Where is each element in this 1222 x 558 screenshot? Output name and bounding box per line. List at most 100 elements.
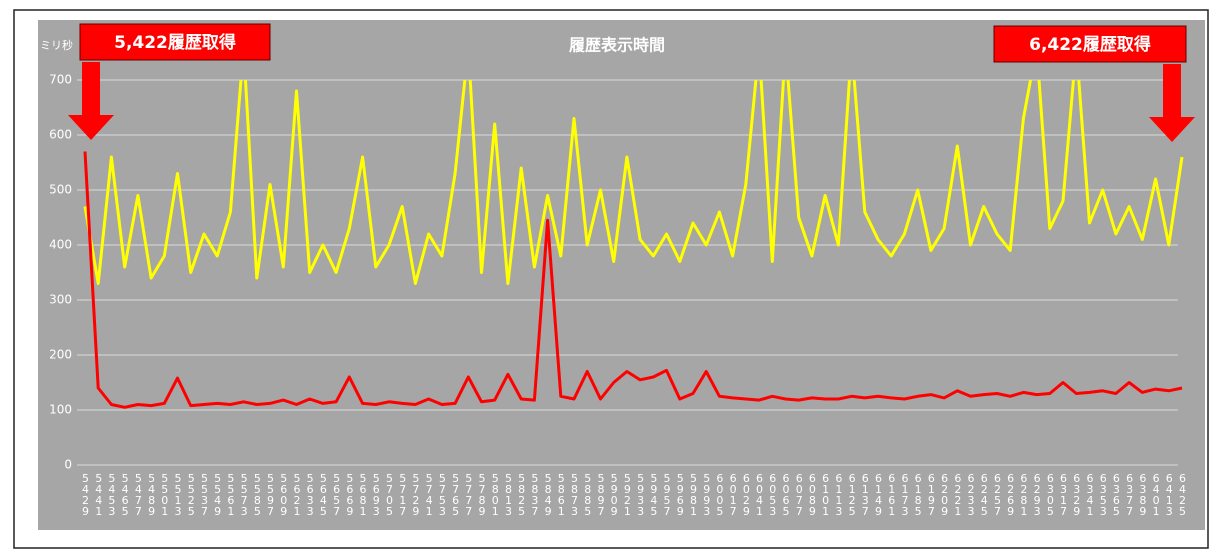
x-tick-label: 6029	[740, 472, 753, 516]
x-tick-label: 6413	[1163, 472, 1176, 516]
x-tick-label: 5513	[172, 472, 185, 516]
x-tick-label: 5489	[145, 472, 158, 516]
x-tick-label: 5825	[515, 472, 528, 516]
x-tick-label: 5813	[502, 472, 515, 516]
x-tick-label: 6305	[1044, 472, 1057, 516]
x-tick-label: 5753	[436, 472, 449, 516]
x-tick-label: 6245	[978, 472, 991, 516]
y-tick-label: 100	[49, 403, 72, 417]
x-tick-label: 5549	[211, 472, 224, 516]
x-tick-label: 5909	[608, 472, 621, 516]
x-tick-label: 5429	[79, 472, 92, 516]
x-tick-label: 5537	[198, 472, 211, 516]
annotation-box	[993, 25, 1187, 63]
arrow	[1149, 64, 1195, 142]
y-tick-label: 200	[49, 348, 72, 362]
x-tick-label: 6329	[1070, 472, 1083, 516]
x-tick-label: 6293	[1031, 472, 1044, 516]
x-tick-label: 6005	[713, 472, 726, 516]
arrow	[68, 62, 114, 140]
x-tick-label: 5921	[621, 472, 634, 516]
y-tick-label: 0	[64, 458, 72, 472]
x-tick-label: 5705	[383, 472, 396, 516]
x-tick-label: 6137	[859, 472, 872, 516]
x-tick-label: 6161	[885, 472, 898, 516]
x-tick-label: 5693	[370, 472, 383, 516]
x-tick-label: 6113	[832, 472, 845, 516]
annotation-box	[79, 23, 271, 61]
x-tick-label: 6389	[1136, 472, 1149, 516]
x-tick-label: 5501	[158, 472, 171, 516]
x-tick-label: 6377	[1123, 472, 1136, 516]
x-tick-label: 6089	[806, 472, 819, 516]
x-tick-label: 5525	[185, 472, 198, 516]
x-tick-label: 5573	[238, 472, 251, 516]
x-tick-label: 5561	[224, 472, 237, 516]
x-tick-label: 5993	[700, 472, 713, 516]
x-tick-label: 5861	[555, 472, 568, 516]
x-tick-label: 5777	[462, 472, 475, 516]
x-tick-label: 5849	[542, 472, 555, 516]
annotation: 6,422履歴取得	[1029, 34, 1151, 55]
x-tick-label: 5837	[528, 472, 541, 516]
x-tick-label: 5621	[290, 472, 303, 516]
y-tick-label: 600	[49, 128, 72, 142]
x-tick-label: 6281	[1017, 472, 1030, 516]
x-tick-label: 6221	[951, 472, 964, 516]
x-tick-label: 6041	[753, 472, 766, 516]
x-tick-label: 5789	[476, 472, 489, 516]
x-tick-label: 5801	[489, 472, 502, 516]
x-tick-label: 5741	[423, 472, 436, 516]
x-tick-label: 6065	[779, 472, 792, 516]
x-tick-label: 5885	[581, 472, 594, 516]
x-tick-label: 5933	[634, 472, 647, 516]
x-tick-label: 6197	[925, 472, 938, 516]
x-tick-label: 6341	[1083, 472, 1096, 516]
x-tick-label: 6185	[912, 472, 925, 516]
x-tick-label: 5729	[409, 472, 422, 516]
x-tick-label: 5897	[594, 472, 607, 516]
x-tick-label: 5441	[92, 472, 105, 516]
x-tick-label: 5873	[568, 472, 581, 516]
y-tick-label: 300	[49, 293, 72, 307]
x-tick-label: 5645	[317, 472, 330, 516]
x-tick-label: 5681	[357, 472, 370, 516]
x-tick-label: 6269	[1004, 472, 1017, 516]
plot-area	[38, 20, 1205, 530]
x-tick-label: 5669	[343, 472, 356, 516]
line-series	[83, 80, 1184, 285]
x-tick-label: 5609	[277, 472, 290, 516]
x-tick-label: 5597	[264, 472, 277, 516]
x-tick-label: 5657	[330, 472, 343, 516]
x-tick-label: 6101	[819, 472, 832, 516]
chart-title: 履歴表示時間	[569, 36, 665, 55]
x-tick-label: 6365	[1110, 472, 1123, 516]
x-tick-label: 5981	[687, 472, 700, 516]
x-tick-label: 6053	[766, 472, 779, 516]
x-tick-label: 5765	[449, 472, 462, 516]
x-tick-label: 6017	[727, 472, 740, 516]
x-tick-label: 5477	[132, 472, 145, 516]
y-tick-label: 400	[49, 238, 72, 252]
y-tick-label: 500	[49, 183, 72, 197]
x-tick-label: 6149	[872, 472, 885, 516]
x-tick-label: 6353	[1097, 472, 1110, 516]
y-axis-label: ミリ秒	[40, 38, 73, 52]
x-tick-label: 6173	[898, 472, 911, 516]
x-tick-label: 5585	[251, 472, 264, 516]
x-tick-label: 6209	[938, 472, 951, 516]
x-tick-label: 6425	[1176, 472, 1189, 516]
x-tick-label: 5945	[647, 472, 660, 516]
x-tick-label: 6401	[1150, 472, 1163, 516]
y-tick-label: 700	[49, 73, 72, 87]
x-tick-label: 5465	[119, 472, 132, 516]
x-tick-label: 5453	[105, 472, 118, 516]
x-tick-label: 6257	[991, 472, 1004, 516]
x-tick-label: 5633	[304, 472, 317, 516]
x-tick-label: 5717	[396, 472, 409, 516]
line-series	[83, 151, 1183, 409]
x-tick-label: 5957	[661, 472, 674, 516]
x-tick-label: 6233	[965, 472, 978, 516]
